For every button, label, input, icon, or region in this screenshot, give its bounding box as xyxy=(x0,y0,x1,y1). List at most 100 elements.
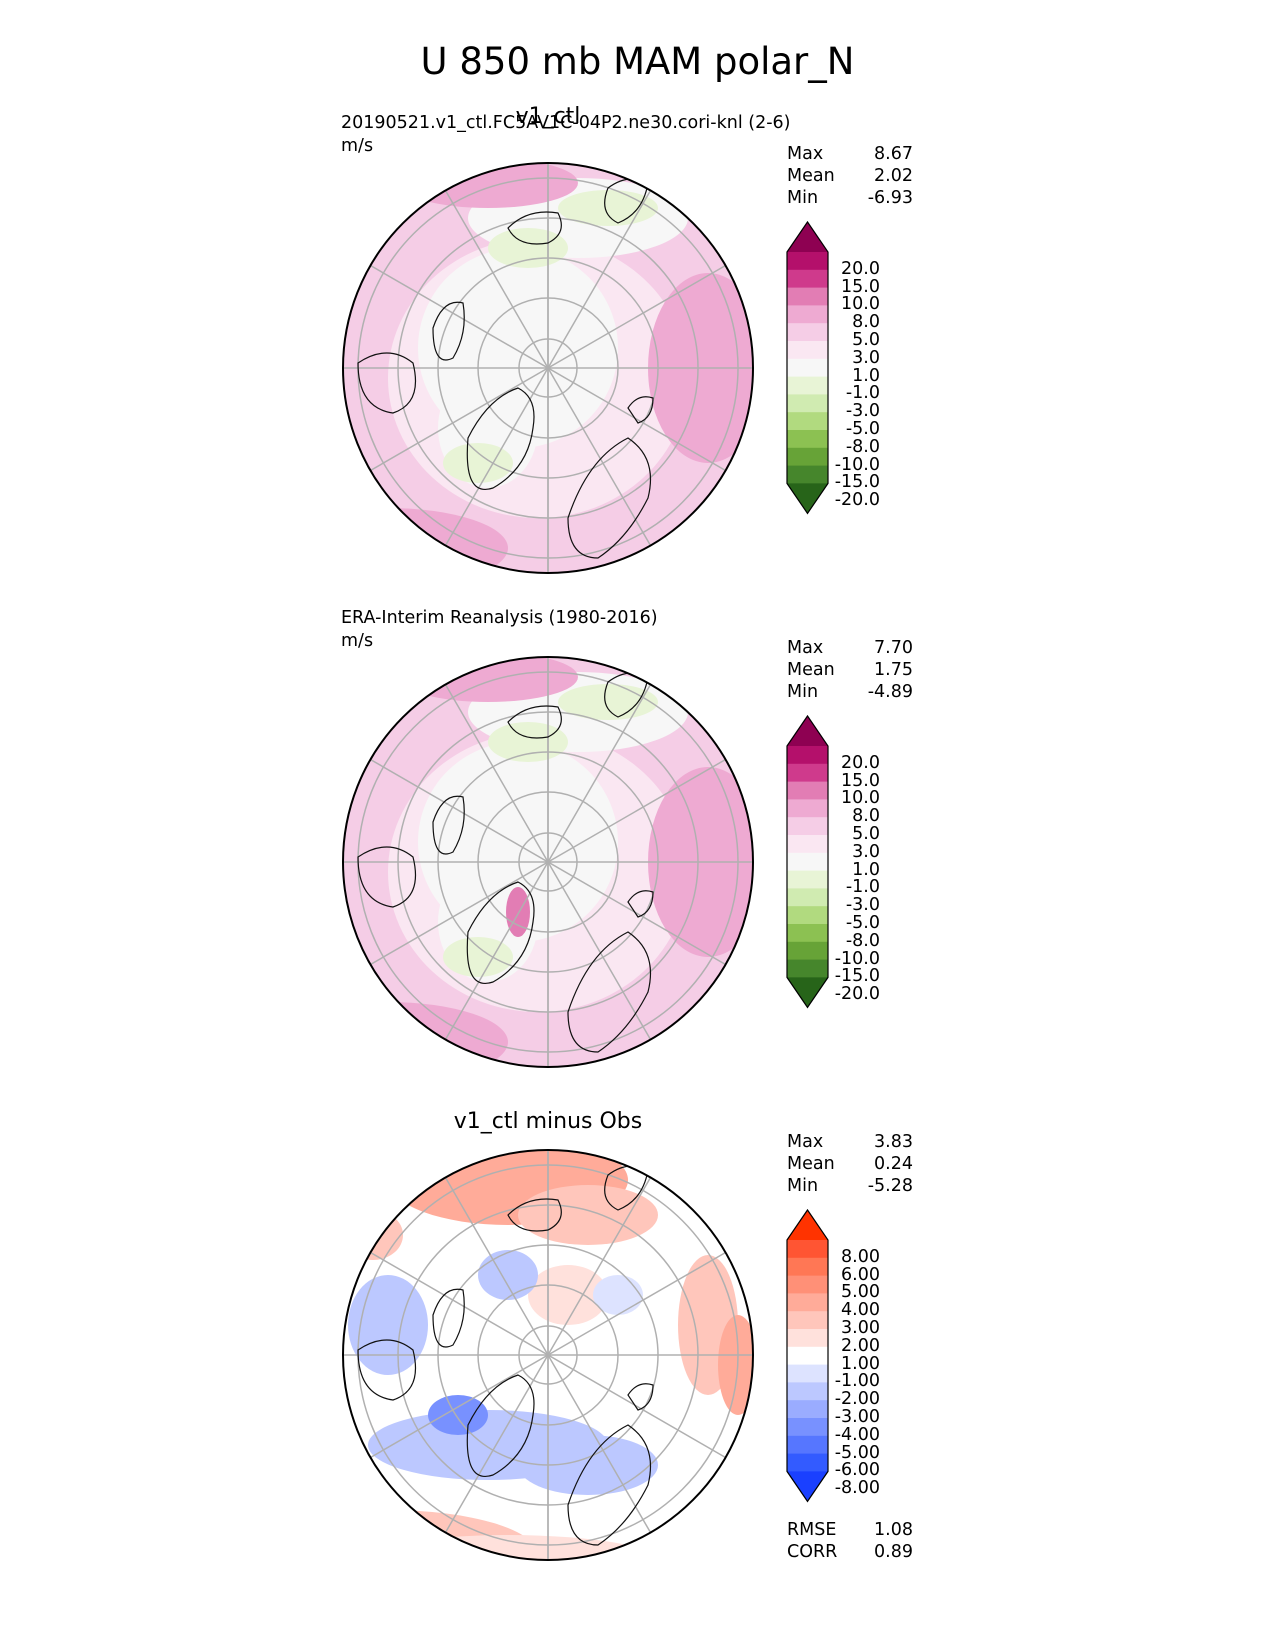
coastlines xyxy=(357,1165,654,1546)
colorbar-tick-label: 10.0 xyxy=(841,788,880,809)
stat-label: Max xyxy=(787,144,824,164)
colorbar-tick-label: 8.00 xyxy=(841,1246,880,1267)
colorbar xyxy=(786,1208,829,1503)
colorbar-tick-label: -6.00 xyxy=(834,1460,880,1481)
colorbar-segment xyxy=(787,305,828,324)
stat-value: 7.70 xyxy=(874,638,913,658)
map-test xyxy=(342,162,754,574)
colorbar-segment xyxy=(787,1257,828,1277)
colorbar-tick-label: -20.0 xyxy=(834,490,880,511)
colorbar-segment xyxy=(787,341,828,360)
colorbar-tick-label: -8.00 xyxy=(834,1478,880,1499)
stat-label: Mean xyxy=(787,166,835,186)
colorbar-extend-min xyxy=(787,977,828,1008)
stat-value: -4.89 xyxy=(867,682,913,702)
source-label: 20190521.v1_ctl.FC5AV1C-04P2.ne30.cori-k… xyxy=(341,113,791,133)
stat-value: -6.93 xyxy=(867,188,913,208)
colorbar-segment xyxy=(787,959,828,978)
stat-label: Mean xyxy=(787,1154,835,1174)
colorbar-tick-label: 1.0 xyxy=(852,365,880,386)
stat-label: RMSE xyxy=(787,1520,837,1540)
colorbar-segment xyxy=(787,781,828,800)
coastlines xyxy=(357,178,654,559)
colorbar-tick-label: -3.0 xyxy=(845,401,880,422)
stat-label: Min xyxy=(787,188,819,208)
stat-value: 1.75 xyxy=(874,660,913,680)
figure-title: U 850 mb MAM polar_N xyxy=(420,40,855,83)
colorbar-segment xyxy=(787,465,828,484)
stat-value: 2.02 xyxy=(874,166,913,186)
colorbar-segment xyxy=(787,252,828,271)
colorbar-tick-label: 20.0 xyxy=(841,752,880,773)
colorbar-segment xyxy=(787,852,828,872)
map-reference xyxy=(342,656,754,1068)
colorbar-tick-label: -15.0 xyxy=(834,472,880,493)
colorbar-tick-label: -10.0 xyxy=(834,454,880,475)
coastlines xyxy=(357,672,654,1053)
contour-field xyxy=(343,163,753,573)
colorbar-segment xyxy=(787,1240,828,1259)
map-difference xyxy=(342,1149,754,1561)
colorbar-tick-label: 6.00 xyxy=(841,1264,880,1285)
colorbar-tick-label: -1.0 xyxy=(845,383,880,404)
colorbar-segment xyxy=(787,269,828,289)
colorbar-segment xyxy=(787,287,828,306)
colorbar-tick-label: -8.0 xyxy=(845,436,880,457)
stat-label: Mean xyxy=(787,660,835,680)
colorbar-segment xyxy=(787,870,828,889)
colorbar-segment xyxy=(787,746,828,765)
colorbar-segment xyxy=(787,376,828,395)
colorbar-segment xyxy=(787,323,828,342)
colorbar-extend-max xyxy=(787,222,828,252)
colorbar-extend-min xyxy=(787,483,828,514)
colorbar-tick-label: 1.0 xyxy=(852,859,880,880)
colorbar-segment xyxy=(787,835,828,854)
stat-value: 8.67 xyxy=(874,144,913,164)
colorbar-segment xyxy=(787,817,828,836)
colorbar-segment xyxy=(787,1311,828,1330)
colorbar-tick-label: 8.0 xyxy=(852,806,880,827)
colorbar-segment xyxy=(787,412,828,431)
colorbar-segment xyxy=(787,1293,828,1312)
colorbar-outline xyxy=(786,1208,829,1503)
colorbar-segment xyxy=(787,799,828,818)
colorbar-outline xyxy=(786,714,829,1009)
colorbar-segment xyxy=(787,1364,828,1383)
colorbar-segment xyxy=(787,447,828,467)
stat-value: 0.24 xyxy=(874,1154,913,1174)
colorbar-tick-label: 5.0 xyxy=(852,330,880,350)
colorbar-tick-label: 3.00 xyxy=(841,1318,880,1338)
colorbar-tick-label: 10.0 xyxy=(841,294,880,315)
contour-field xyxy=(343,1150,753,1560)
colorbar-tick-label: 1.00 xyxy=(841,1353,880,1374)
colorbar-tick-label: -1.00 xyxy=(834,1371,880,1392)
colorbar-segment xyxy=(787,1418,828,1437)
colorbar-tick-label: 3.0 xyxy=(852,841,880,862)
map-border xyxy=(342,656,754,1068)
colorbar-segment xyxy=(787,358,828,378)
stat-label: Max xyxy=(787,638,824,658)
colorbar-extend-max xyxy=(787,716,828,746)
colorbar xyxy=(786,714,829,1009)
colorbar-segment xyxy=(787,924,828,943)
colorbar-tick-label: -15.0 xyxy=(834,966,880,987)
colorbar-tick-label: 3.0 xyxy=(852,347,880,368)
colorbar-tick-label: -3.00 xyxy=(834,1407,880,1427)
colorbar-tick-label: -10.0 xyxy=(834,948,880,969)
units-label: m/s xyxy=(341,136,374,156)
colorbar-tick-label: -3.0 xyxy=(845,895,880,916)
stat-value: -5.28 xyxy=(867,1176,913,1196)
colorbar-tick-label: 5.00 xyxy=(841,1282,880,1303)
colorbar-outline xyxy=(786,220,829,515)
colorbar-tick-label: 4.00 xyxy=(841,1300,880,1321)
stat-label: Min xyxy=(787,1176,819,1196)
units-label: m/s xyxy=(341,631,374,651)
colorbar-extend-min xyxy=(787,1471,828,1502)
colorbar-tick-label: 20.0 xyxy=(841,258,880,279)
colorbar xyxy=(786,220,829,515)
colorbar-tick-label: -2.00 xyxy=(834,1389,880,1410)
panel-title: v1_ctl xyxy=(515,104,581,129)
stat-label: Max xyxy=(787,1132,824,1152)
colorbar-tick-label: 8.0 xyxy=(852,312,880,333)
